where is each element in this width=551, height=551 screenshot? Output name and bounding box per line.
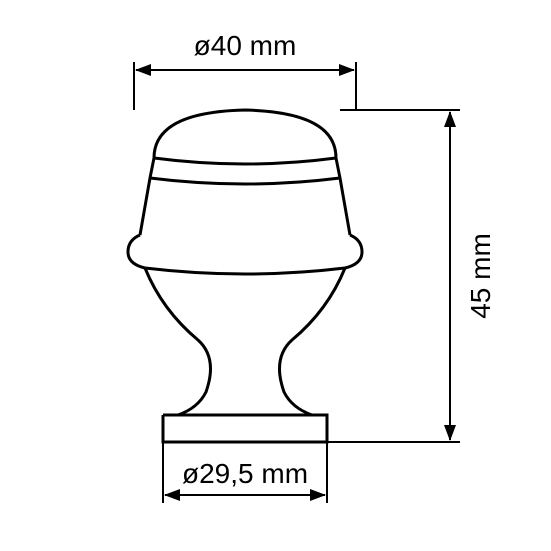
base-diameter-label: ø29,5 mm (182, 458, 308, 489)
dimension-top-diameter: ø40 mm (134, 30, 356, 110)
top-diameter-label: ø40 mm (194, 30, 297, 61)
height-label: 45 mm (465, 233, 496, 319)
knob-profile (128, 110, 362, 442)
dimension-height: 45 mm (327, 110, 496, 442)
technical-drawing: ø40 mm 45 mm ø29,5 mm (0, 0, 551, 551)
dimension-base-diameter: ø29,5 mm (163, 442, 327, 503)
